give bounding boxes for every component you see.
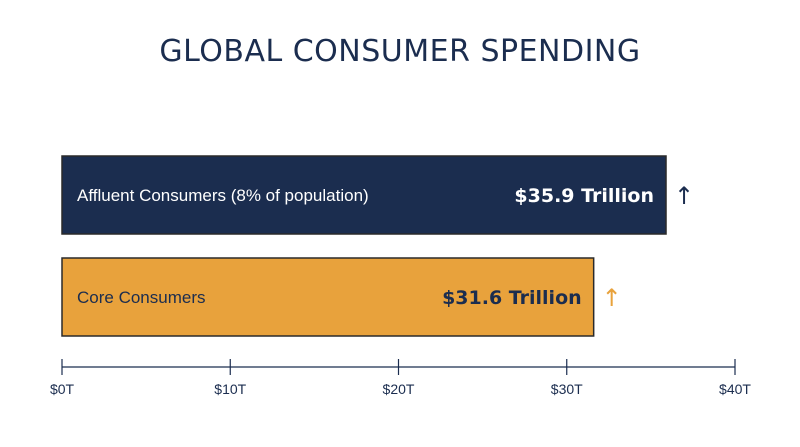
- bar-0: [61, 155, 667, 235]
- bar-value-label-0: $35.9 Trillion: [514, 185, 654, 207]
- trend-up-arrow-icon-1: ↑: [602, 284, 622, 312]
- bar-category-label-1: Core Consumers: [77, 288, 206, 307]
- bar-value-label-1: $31.6 Trillion: [442, 287, 582, 309]
- x-tick-label-3: $30T: [551, 381, 583, 397]
- chart-title: GLOBAL CONSUMER SPENDING: [159, 34, 641, 69]
- x-tick-label-2: $20T: [383, 381, 415, 397]
- x-tick-label-4: $40T: [719, 381, 751, 397]
- trend-up-arrow-icon-0: ↑: [674, 182, 694, 210]
- x-tick-label-0: $0T: [50, 381, 75, 397]
- x-tick-label-1: $10T: [214, 381, 246, 397]
- bar-1: [61, 257, 595, 337]
- bar-category-label-0: Affluent Consumers (8% of population): [77, 186, 369, 205]
